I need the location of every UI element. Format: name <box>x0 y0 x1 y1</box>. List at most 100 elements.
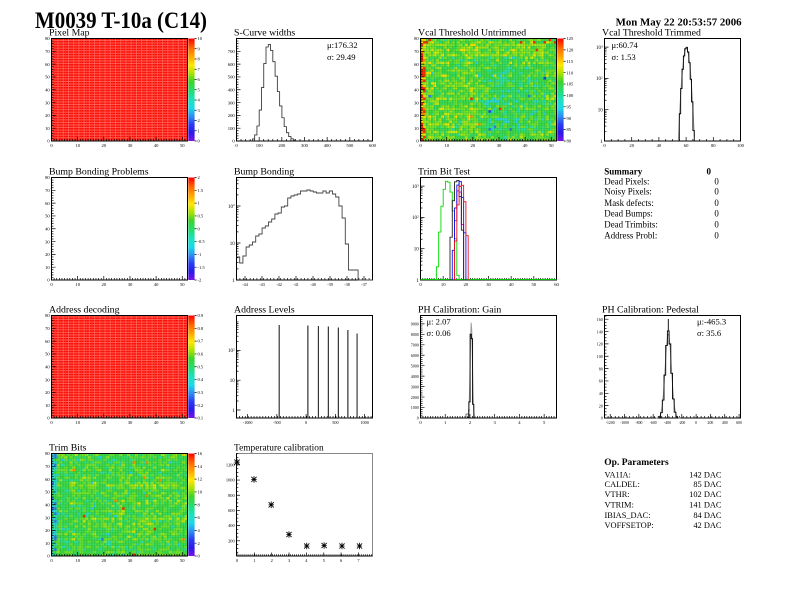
svg-text:400: 400 <box>228 523 235 528</box>
svg-text:0: 0 <box>419 143 422 148</box>
svg-text:85: 85 <box>567 127 572 132</box>
svg-text:1: 1 <box>198 128 200 133</box>
svg-text:102: 102 <box>596 76 603 83</box>
svg-text:40: 40 <box>45 502 50 507</box>
svg-text:1: 1 <box>232 409 235 414</box>
svg-text:600: 600 <box>369 143 377 148</box>
svg-text:40: 40 <box>414 88 419 93</box>
svg-text:10: 10 <box>444 143 449 148</box>
svg-text:100: 100 <box>737 143 745 148</box>
svg-text:Address decoding: Address decoding <box>49 305 120 316</box>
svg-text:400: 400 <box>722 421 728 425</box>
svg-text:Trim Bits: Trim Bits <box>49 443 87 454</box>
svg-text:140: 140 <box>597 329 603 334</box>
svg-text:σ: 35.6: σ: 35.6 <box>697 328 722 338</box>
svg-text:102: 102 <box>228 348 235 355</box>
svg-text:10: 10 <box>75 282 80 287</box>
svg-text:10: 10 <box>441 282 446 287</box>
svg-text:0: 0 <box>714 230 719 240</box>
svg-text:16: 16 <box>198 451 203 456</box>
svg-text:100: 100 <box>567 93 575 98</box>
svg-text:1: 1 <box>253 558 255 563</box>
svg-text:0: 0 <box>235 143 238 148</box>
svg-text:40: 40 <box>657 143 662 148</box>
svg-text:2: 2 <box>198 541 200 546</box>
svg-text:2: 2 <box>271 558 273 563</box>
svg-text:10: 10 <box>598 109 604 114</box>
svg-text:50: 50 <box>180 282 185 287</box>
svg-text:M0039 T-10a (C14): M0039 T-10a (C14) <box>35 8 207 34</box>
svg-text:1: 1 <box>198 201 200 206</box>
svg-text:20: 20 <box>464 282 469 287</box>
svg-text:600: 600 <box>228 508 235 513</box>
svg-text:6000: 6000 <box>411 353 419 358</box>
svg-text:0: 0 <box>47 278 50 283</box>
svg-text:60: 60 <box>45 339 50 344</box>
svg-text:600: 600 <box>228 62 236 67</box>
svg-text:-41: -41 <box>293 282 299 287</box>
svg-text:8000: 8000 <box>411 332 419 337</box>
svg-text:80: 80 <box>45 36 50 41</box>
svg-text:1200: 1200 <box>226 463 236 468</box>
svg-text:0: 0 <box>714 176 719 186</box>
svg-text:20: 20 <box>102 282 107 287</box>
svg-text:10: 10 <box>414 248 420 253</box>
svg-text:60: 60 <box>684 143 689 148</box>
svg-text:Mon May 22 20:53:57 2006: Mon May 22 20:53:57 2006 <box>616 17 742 29</box>
svg-text:-38: -38 <box>344 282 350 287</box>
svg-text:S-Curve widths: S-Curve widths <box>234 28 295 39</box>
svg-text:0.8: 0.8 <box>198 326 204 331</box>
svg-text:70: 70 <box>45 464 50 469</box>
svg-text:10: 10 <box>45 403 50 408</box>
svg-text:50: 50 <box>180 558 185 563</box>
svg-text:7: 7 <box>198 67 201 72</box>
svg-text:10: 10 <box>45 265 50 270</box>
svg-text:50: 50 <box>180 420 185 425</box>
svg-text:60: 60 <box>45 201 50 206</box>
svg-text:10: 10 <box>45 126 50 131</box>
svg-text:40: 40 <box>45 364 50 369</box>
svg-text:10: 10 <box>198 36 203 41</box>
svg-text:14: 14 <box>198 464 203 469</box>
svg-text:0: 0 <box>198 139 201 144</box>
svg-text:1.5: 1.5 <box>198 188 204 193</box>
svg-text:0: 0 <box>601 416 603 421</box>
svg-text:Bump Bonding Problems: Bump Bonding Problems <box>49 167 149 178</box>
svg-text:20: 20 <box>45 390 50 395</box>
svg-text:-44: -44 <box>242 282 248 287</box>
svg-text:0: 0 <box>714 198 719 208</box>
svg-text:102: 102 <box>412 215 419 222</box>
svg-text:μ:176.32: μ:176.32 <box>327 40 358 50</box>
svg-text:3000: 3000 <box>411 384 419 389</box>
svg-text:20: 20 <box>471 143 476 148</box>
svg-text:102 DAC: 102 DAC <box>689 490 722 499</box>
svg-text:1000: 1000 <box>360 420 368 425</box>
svg-text:200: 200 <box>228 538 235 543</box>
svg-text:Noisy Pixels:: Noisy Pixels: <box>604 187 652 197</box>
svg-text:80: 80 <box>45 451 50 456</box>
svg-text:0.7: 0.7 <box>198 339 204 344</box>
svg-text:4: 4 <box>305 558 308 563</box>
svg-text:0.4: 0.4 <box>198 377 204 382</box>
svg-text:10: 10 <box>198 490 203 495</box>
svg-text:50: 50 <box>45 352 50 357</box>
svg-text:7: 7 <box>357 558 360 563</box>
svg-text:0: 0 <box>714 208 719 218</box>
svg-text:110: 110 <box>567 70 574 75</box>
svg-text:0.3: 0.3 <box>198 390 204 395</box>
svg-text:VTRIM:: VTRIM: <box>605 501 634 510</box>
svg-text:84 DAC: 84 DAC <box>693 511 722 520</box>
svg-text:40: 40 <box>154 420 159 425</box>
svg-text:103: 103 <box>596 44 603 51</box>
svg-text:50: 50 <box>45 75 50 80</box>
svg-text:60: 60 <box>599 379 603 384</box>
svg-text:141 DAC: 141 DAC <box>689 501 722 510</box>
svg-text:0.9: 0.9 <box>198 313 204 318</box>
svg-text:50: 50 <box>549 143 554 148</box>
svg-text:1: 1 <box>416 279 419 284</box>
svg-text:30: 30 <box>128 282 133 287</box>
svg-text:-1200: -1200 <box>606 421 615 425</box>
svg-text:0: 0 <box>236 558 239 563</box>
svg-text:Mask defects:: Mask defects: <box>604 198 654 208</box>
svg-text:IBIAS_DAC:: IBIAS_DAC: <box>605 511 651 520</box>
